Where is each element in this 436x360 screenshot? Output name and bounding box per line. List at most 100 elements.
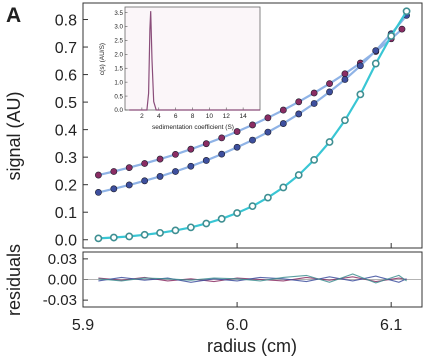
data-point-series-2	[356, 62, 364, 70]
data-point-series-1	[249, 121, 256, 129]
data-point-series-2	[372, 47, 380, 55]
data-point-series-2	[172, 168, 179, 175]
main-y-tick-label: 0.1	[55, 205, 77, 222]
data-point-series-3	[279, 183, 288, 192]
residuals-y-axis-label: residuals	[4, 244, 24, 316]
data-point-series-1	[264, 114, 272, 122]
data-point-series-3	[186, 223, 195, 232]
data-point-series-3	[140, 230, 149, 239]
inset-y-tick-label: 3.0	[114, 24, 123, 31]
inset-x-tick-label: 6	[174, 113, 178, 120]
data-point-series-2	[233, 143, 241, 151]
data-point-series-3	[171, 226, 180, 235]
data-point-series-1	[202, 140, 210, 148]
data-point-series-1	[279, 106, 287, 114]
inset-series	[129, 11, 260, 111]
data-point-series-3	[202, 219, 211, 228]
inset-y-tick-label: 1.5	[114, 65, 123, 72]
inset-plot: 2 4 6 8 10 12 14 0.0 0.5 1.0 1.5 2.0 2.5 3.0 3.5 sedim…	[99, 6, 261, 131]
data-point-series-1	[187, 145, 195, 153]
residuals-y-ticks: 0.03 0.00 -0.03	[43, 251, 88, 309]
data-point-series-2	[156, 173, 164, 180]
data-point-series-2	[187, 162, 195, 170]
inset-distribution-line	[129, 11, 260, 111]
inset-y-tick-label: 0.5	[114, 93, 123, 100]
inset-y-tick-label: 2.5	[114, 38, 123, 45]
main-series	[94, 7, 411, 243]
data-point-series-1	[172, 151, 179, 158]
inset-x-tick-label: 12	[223, 113, 231, 120]
data-point-series-1	[95, 171, 102, 179]
x-axis-label: radius (cm)	[207, 336, 297, 356]
data-point-series-1	[125, 164, 133, 172]
main-y-tick-label: 0.4	[55, 123, 77, 140]
main-y-tick-label: 0.0	[55, 233, 77, 250]
x-tick-label: 5.9	[72, 317, 94, 334]
inset-y-axis-label: c(s) (AU/S)	[99, 43, 106, 75]
inset-y-tick-label: 3.5	[114, 10, 123, 17]
data-point-series-2	[141, 177, 149, 185]
residuals-y-tick-label: 0.00	[48, 272, 77, 289]
data-point-series-3	[94, 234, 103, 243]
data-point-series-2	[326, 88, 333, 96]
data-point-series-3	[356, 90, 365, 99]
data-point-series-1	[398, 25, 406, 33]
data-point-series-1	[110, 168, 118, 175]
main-y-tick-label: 0.2	[55, 178, 77, 195]
data-point-series-2	[279, 120, 287, 127]
inset-x-tick-label: 8	[191, 113, 195, 120]
data-point-series-3	[325, 138, 334, 146]
main-plot-frame	[82, 2, 423, 249]
residuals-y-tick-label: -0.03	[43, 292, 77, 309]
data-point-series-2	[95, 188, 102, 196]
data-point-series-3	[248, 202, 257, 211]
data-point-series-3	[387, 32, 396, 40]
main-y-ticks: 0.0 0.1 0.2 0.3 0.4 0.5 0.6 0.7 0.8	[55, 13, 88, 250]
data-point-series-1	[141, 160, 149, 167]
data-point-series-1	[341, 70, 349, 78]
data-point-series-1	[156, 155, 164, 163]
inset-y-tick-label: 0.0	[114, 107, 123, 114]
inset-background	[125, 7, 260, 110]
main-y-axis-label: signal (AU)	[4, 91, 24, 180]
residuals-y-tick-label: 0.03	[48, 251, 77, 268]
data-point-series-2	[249, 136, 256, 144]
data-point-series-3	[233, 209, 241, 217]
panel-label: A	[6, 4, 21, 27]
data-point-series-2	[218, 150, 226, 158]
data-point-series-2	[202, 157, 210, 164]
residual-line-3	[98, 273, 407, 284]
inset-y-tick-label: 1.0	[114, 79, 123, 86]
inset-x-tick-label: 2	[140, 113, 144, 120]
data-point-series-3	[402, 7, 411, 16]
residuals-plot: 0.03 0.00 -0.03 residuals	[4, 244, 423, 316]
inset-x-tick-label: 14	[240, 113, 248, 120]
data-point-series-1	[326, 80, 333, 88]
data-point-series-3	[341, 116, 349, 125]
main-y-tick-label: 0.5	[55, 95, 77, 112]
data-point-series-2	[341, 76, 349, 83]
main-y-tick-label: 0.3	[55, 150, 77, 167]
main-y-tick-label: 0.6	[55, 68, 77, 85]
main-y-tick-label: 0.7	[55, 40, 77, 57]
data-point-series-2	[264, 128, 272, 136]
inset-y-tick-label: 2.0	[114, 52, 123, 59]
data-point-series-3	[310, 156, 319, 164]
inset-x-tick-label: 4	[157, 113, 161, 120]
data-point-series-3	[109, 233, 118, 242]
data-point-series-3	[264, 193, 272, 202]
data-point-series-2	[295, 110, 303, 118]
main-y-tick-label: 0.8	[55, 13, 77, 30]
data-point-series-1	[218, 134, 226, 142]
x-tick-label: 6.1	[380, 317, 402, 334]
data-point-series-3	[294, 171, 303, 179]
x-ticks: 5.9 6.0 6.1	[72, 243, 402, 334]
inset-x-tick-label: 10	[206, 113, 214, 120]
data-point-series-3	[371, 59, 380, 68]
data-point-series-1	[295, 98, 303, 106]
main-plot: 0.0 0.1 0.2 0.3 0.4 0.5 0.6 0.7 0.8 signal (AU)	[4, 2, 423, 250]
data-point-series-3	[125, 232, 134, 241]
inset-x-axis-label: sedimentation coefficient (S)	[152, 124, 234, 131]
data-point-series-3	[217, 214, 226, 223]
